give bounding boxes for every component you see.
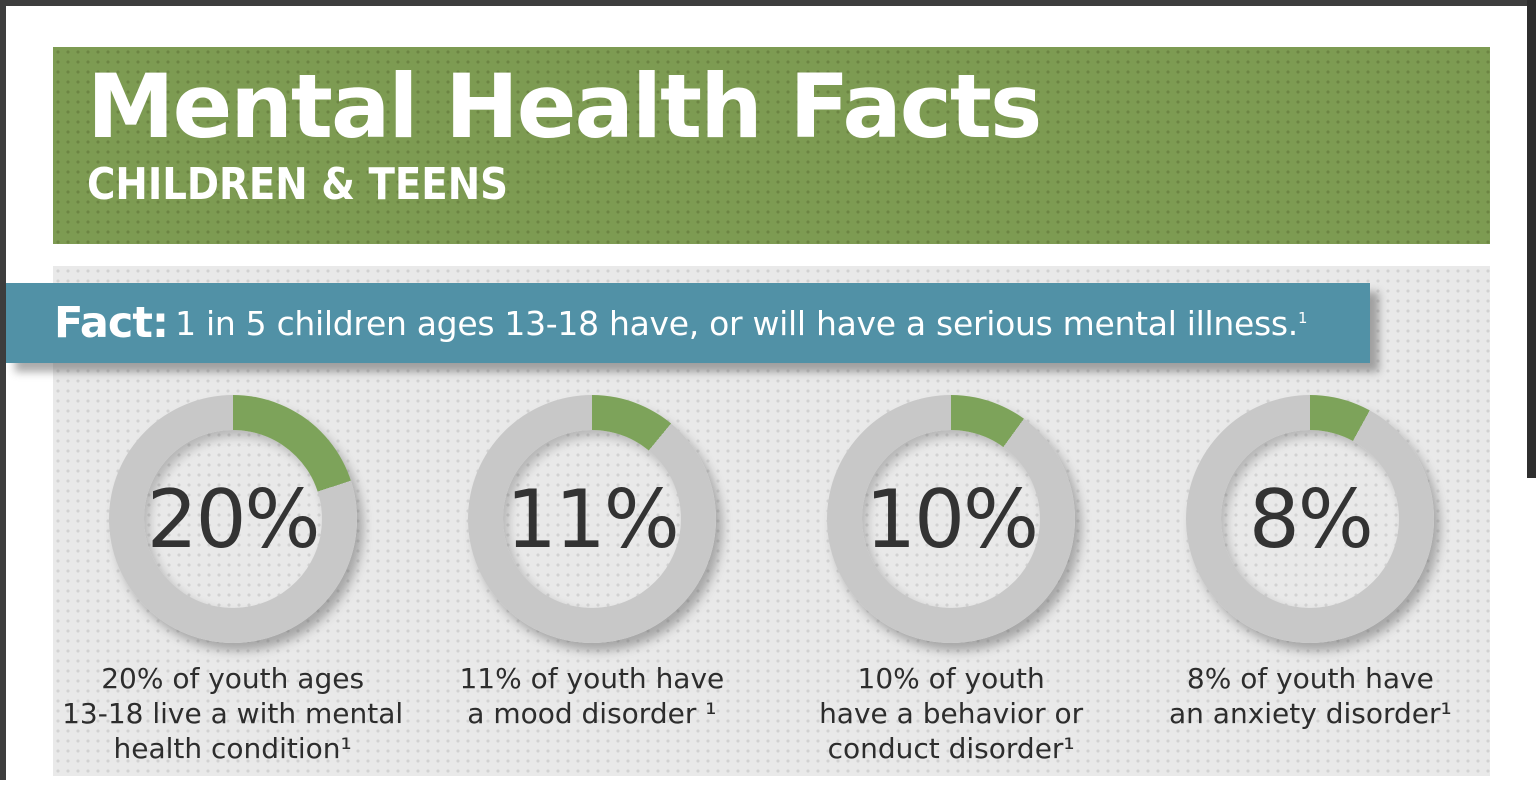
donut-caption: 10% of youth have a behavior or conduct … [819, 661, 1083, 766]
donut-hole: 20% [143, 430, 322, 608]
percent-label: 20% [146, 472, 321, 566]
donut-chart: 11% [467, 395, 716, 643]
fact-banner: Fact: 1 in 5 children ages 13-18 have, o… [6, 283, 1370, 363]
donut-card-behavior-conduct-disorder: 10% 10% of youth have a behavior or cond… [772, 395, 1131, 766]
donut-caption: 20% of youth ages 13-18 live a with ment… [62, 661, 403, 766]
caption-line: 11% of youth have [459, 662, 725, 695]
caption-line: 20% of youth ages [101, 662, 365, 695]
donut-card-mood-disorder: 11% 11% of youth have a mood disorder ¹ [412, 395, 771, 766]
donut-chart: 20% [108, 395, 357, 643]
caption-line: an anxiety disorder¹ [1168, 697, 1452, 730]
donut-hole: 8% [1221, 430, 1400, 608]
donut-card-anxiety-disorder: 8% 8% of youth have an anxiety disorder¹ [1131, 395, 1490, 766]
caption-line: conduct disorder¹ [827, 732, 1075, 765]
fact-footnote-marker: 1 [1297, 308, 1308, 327]
donut-caption: 11% of youth have a mood disorder ¹ [459, 661, 724, 731]
donut-hole: 10% [862, 430, 1041, 608]
page-title: Mental Health Facts [87, 55, 1042, 158]
donut-chart: 8% [1186, 395, 1435, 643]
donut-hole: 11% [502, 430, 681, 608]
percent-label: 10% [865, 472, 1039, 566]
fact-label: Fact: [54, 298, 169, 348]
percent-label: 8% [1248, 472, 1374, 566]
screen-bezel-top [0, 0, 1536, 6]
page-subtitle: CHILDREN & TEENS [87, 159, 509, 211]
percent-label: 11% [505, 472, 680, 566]
caption-line: have a behavior or [819, 697, 1084, 730]
donut-caption: 8% of youth have an anxiety disorder¹ [1169, 661, 1452, 731]
caption-line: a mood disorder ¹ [467, 697, 717, 730]
caption-line: health condition¹ [113, 732, 352, 765]
screen-bezel-right [1527, 0, 1536, 478]
donut-chart: 10% [827, 395, 1076, 643]
donut-card-mental-health-condition: 20% 20% of youth ages 13-18 live a with … [53, 395, 412, 766]
fact-sentence: 1 in 5 children ages 13-18 have, or will… [175, 303, 1298, 343]
header-band: Mental Health Facts CHILDREN & TEENS [53, 47, 1490, 244]
caption-line: 13-18 live a with mental [62, 697, 404, 730]
fact-text: 1 in 5 children ages 13-18 have, or will… [175, 304, 1307, 343]
caption-line: 8% of youth have [1186, 662, 1434, 695]
donut-chart-row: 20% 20% of youth ages 13-18 live a with … [53, 395, 1490, 766]
caption-line: 10% of youth [857, 662, 1045, 695]
screen-bezel-left [0, 0, 6, 780]
